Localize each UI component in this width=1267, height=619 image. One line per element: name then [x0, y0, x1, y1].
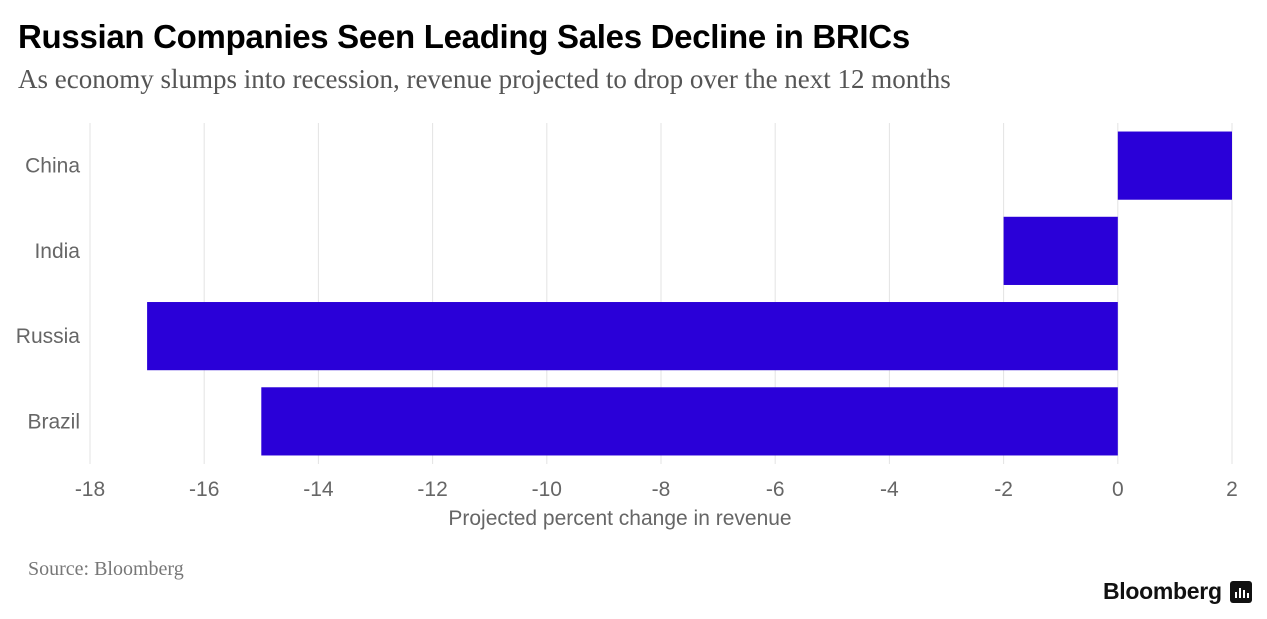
brand-name: Bloomberg — [1103, 578, 1222, 604]
bar-india — [1003, 216, 1118, 285]
x-tick-label: -16 — [189, 478, 219, 501]
bar-china — [1117, 131, 1232, 200]
x-tick-label: -12 — [417, 478, 447, 501]
category-label: Brazil — [27, 410, 80, 433]
category-label: India — [34, 240, 80, 263]
source-note: Source: Bloomberg — [28, 558, 184, 580]
chart-subtitle: As economy slumps into recession, revenu… — [18, 64, 951, 94]
x-tick-label: -6 — [766, 478, 785, 501]
x-tick-label: -8 — [652, 478, 671, 501]
x-tick-label: -14 — [303, 478, 334, 501]
x-tick-label: -18 — [75, 478, 105, 501]
x-axis-title: Projected percent change in revenue — [448, 507, 791, 530]
x-tick-label: -4 — [880, 478, 899, 501]
x-tick-label: -10 — [532, 478, 562, 501]
x-tick-label: 0 — [1112, 478, 1124, 501]
chart-title: Russian Companies Seen Leading Sales Dec… — [18, 18, 910, 55]
category-label: China — [25, 155, 80, 178]
bloomberg-logo: Bloomberg — [1103, 578, 1252, 605]
bar-brazil — [261, 387, 1118, 456]
bloomberg-terminal-icon — [1229, 580, 1252, 603]
x-tick-label: -2 — [994, 478, 1013, 501]
x-tick-label: 2 — [1226, 478, 1238, 501]
category-label: Russia — [16, 325, 81, 348]
bar-russia — [147, 302, 1118, 371]
